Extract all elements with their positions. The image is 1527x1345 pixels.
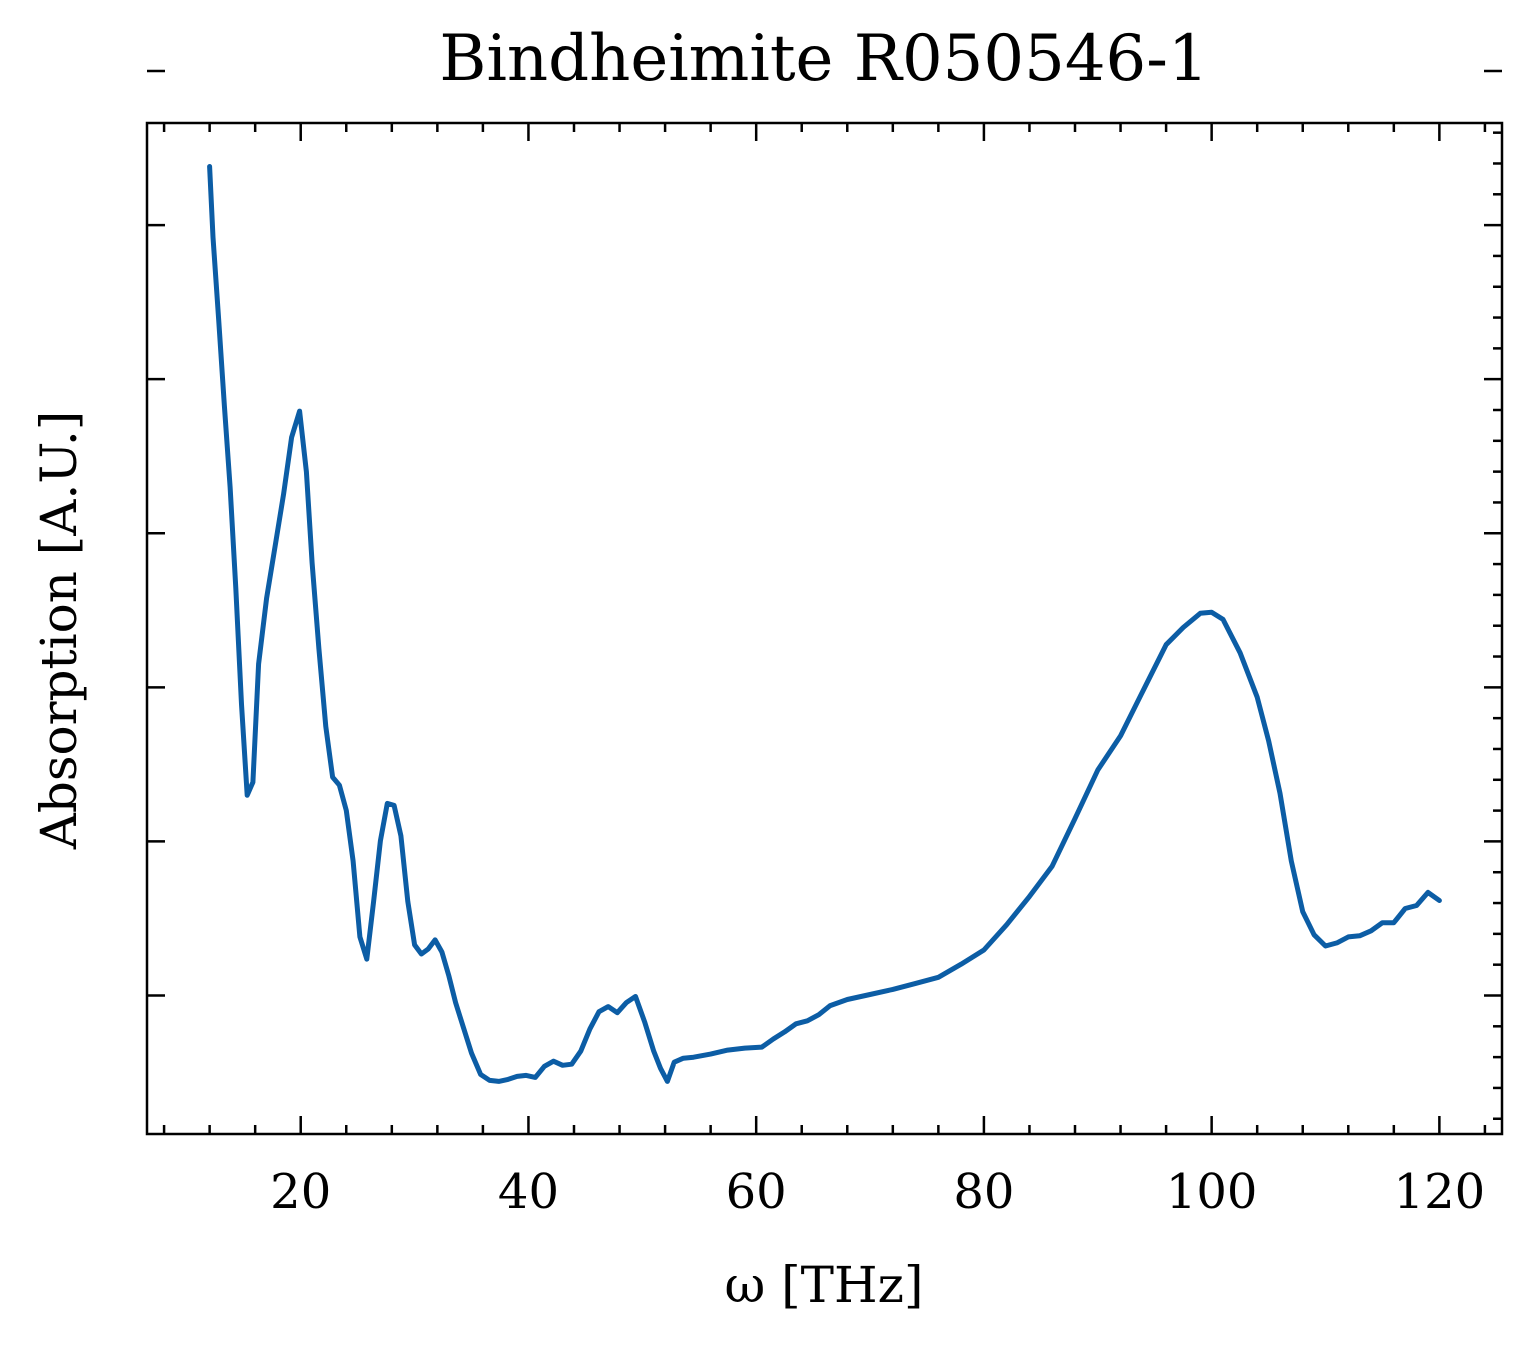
- plot-area: [145, 69, 1504, 1136]
- series-layer: [207, 164, 1442, 1084]
- y-axis-label: Absorption [A.U.]: [30, 411, 88, 851]
- x-axis-ticks: [162, 123, 1487, 1134]
- x-tick-label: 20: [270, 1164, 331, 1220]
- y-axis-ticks: [147, 69, 1502, 1121]
- x-tick-label: 40: [498, 1164, 559, 1220]
- axes-frame: [145, 121, 1504, 1136]
- x-tick-label: 100: [1166, 1164, 1258, 1220]
- x-tick-label: 80: [953, 1164, 1014, 1220]
- x-tick-label: 120: [1394, 1164, 1486, 1220]
- chart-title: Bindheimite R050546-1: [439, 22, 1208, 96]
- series-line-0: [207, 164, 1442, 1084]
- x-axis-label: ω [THz]: [725, 1256, 924, 1314]
- x-tick-label: 60: [726, 1164, 787, 1220]
- x-axis-tick-labels: 20 40 60 80 100 120: [270, 1164, 1485, 1220]
